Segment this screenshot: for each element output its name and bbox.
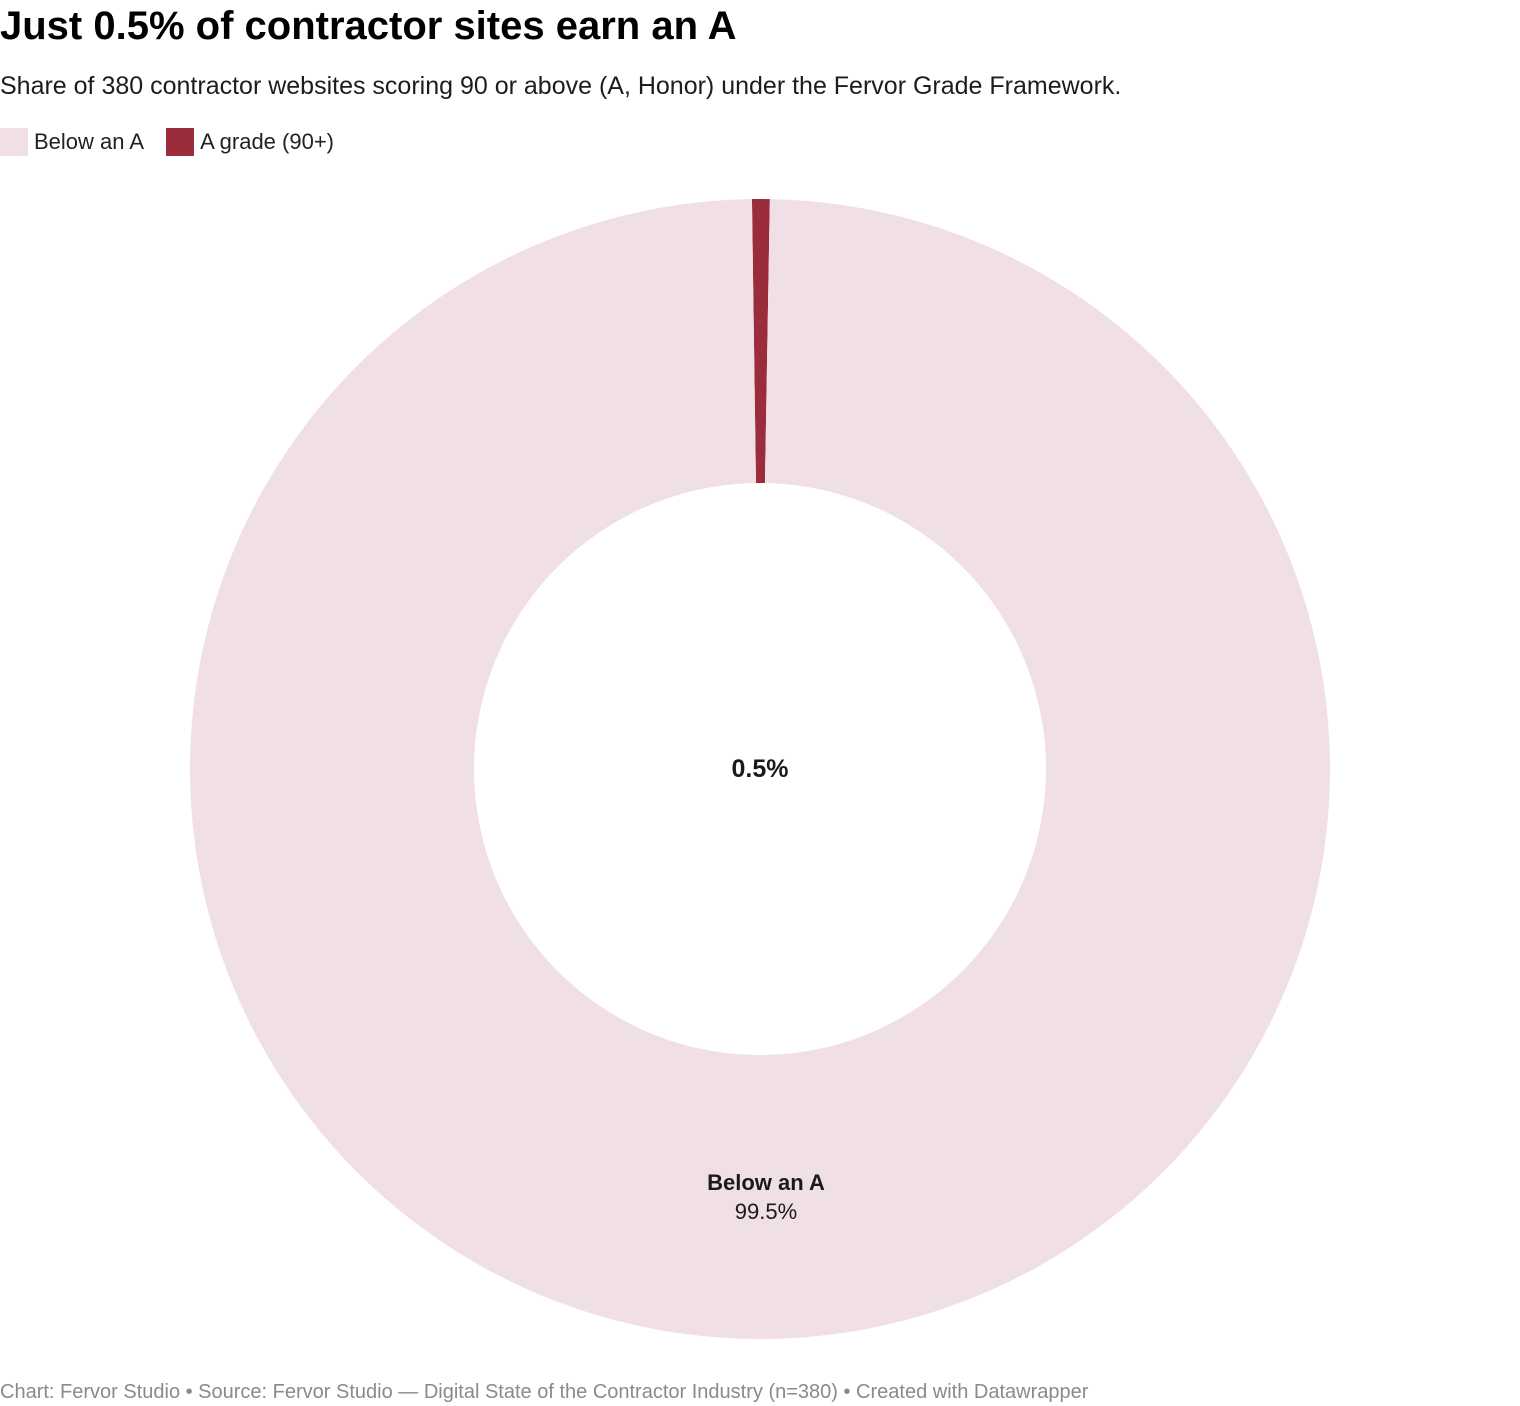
legend-item-a-grade: A grade (90+) [166,128,334,156]
slice-label-below-a-name: Below an A [707,1170,825,1195]
chart-footer: Chart: Fervor Studio • Source: Fervor St… [0,1381,1089,1403]
center-value-label: 0.5% [732,755,789,783]
chart-subtitle: Share of 380 contractor websites scoring… [0,72,1122,100]
legend-label-below-a: Below an A [34,129,145,154]
slice-a-grade [751,199,770,484]
legend-swatch-below-a [0,128,28,156]
slice-below-a [189,199,1330,1340]
legend-label-a-grade: A grade (90+) [200,129,335,154]
legend-swatch-a-grade [166,128,195,156]
donut-slices [189,199,1330,1340]
slice-label-below-a-value: 99.5% [735,1199,797,1224]
chart-title: Just 0.5% of contractor sites earn an A [0,4,737,48]
legend-item-below-a: Below an A [0,128,144,156]
legend: Below an A A grade (90+) [0,128,356,156]
